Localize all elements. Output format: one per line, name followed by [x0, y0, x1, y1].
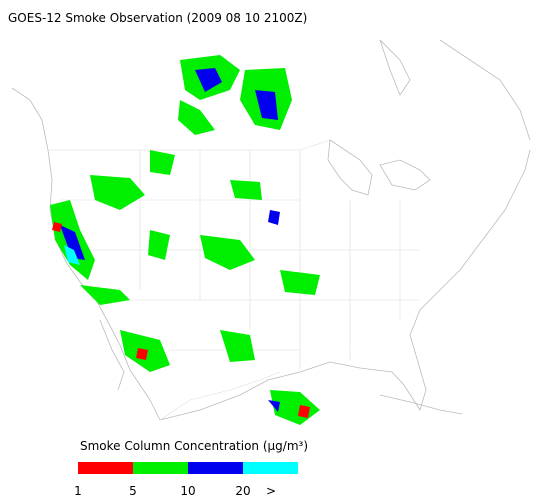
legend-tick-label: 1 — [74, 484, 82, 498]
legend-tick-label: 20 — [235, 484, 250, 498]
smoke — [50, 55, 320, 425]
basemap — [11, 39, 531, 421]
legend-swatch — [133, 462, 188, 474]
legend-swatch — [188, 462, 243, 474]
title: GOES-12 Smoke Observation (2009 08 10 21… — [8, 11, 307, 25]
legend: 1 5 10 20 > — [74, 462, 298, 498]
legend-tick-label: > — [266, 484, 276, 498]
legend-swatch — [78, 462, 133, 474]
legend-tick-label: 10 — [180, 484, 195, 498]
legend-swatch — [243, 462, 298, 474]
legend-tick-label: 5 — [129, 484, 137, 498]
legend-title: Smoke Column Concentration (µg/m³) — [80, 439, 308, 453]
